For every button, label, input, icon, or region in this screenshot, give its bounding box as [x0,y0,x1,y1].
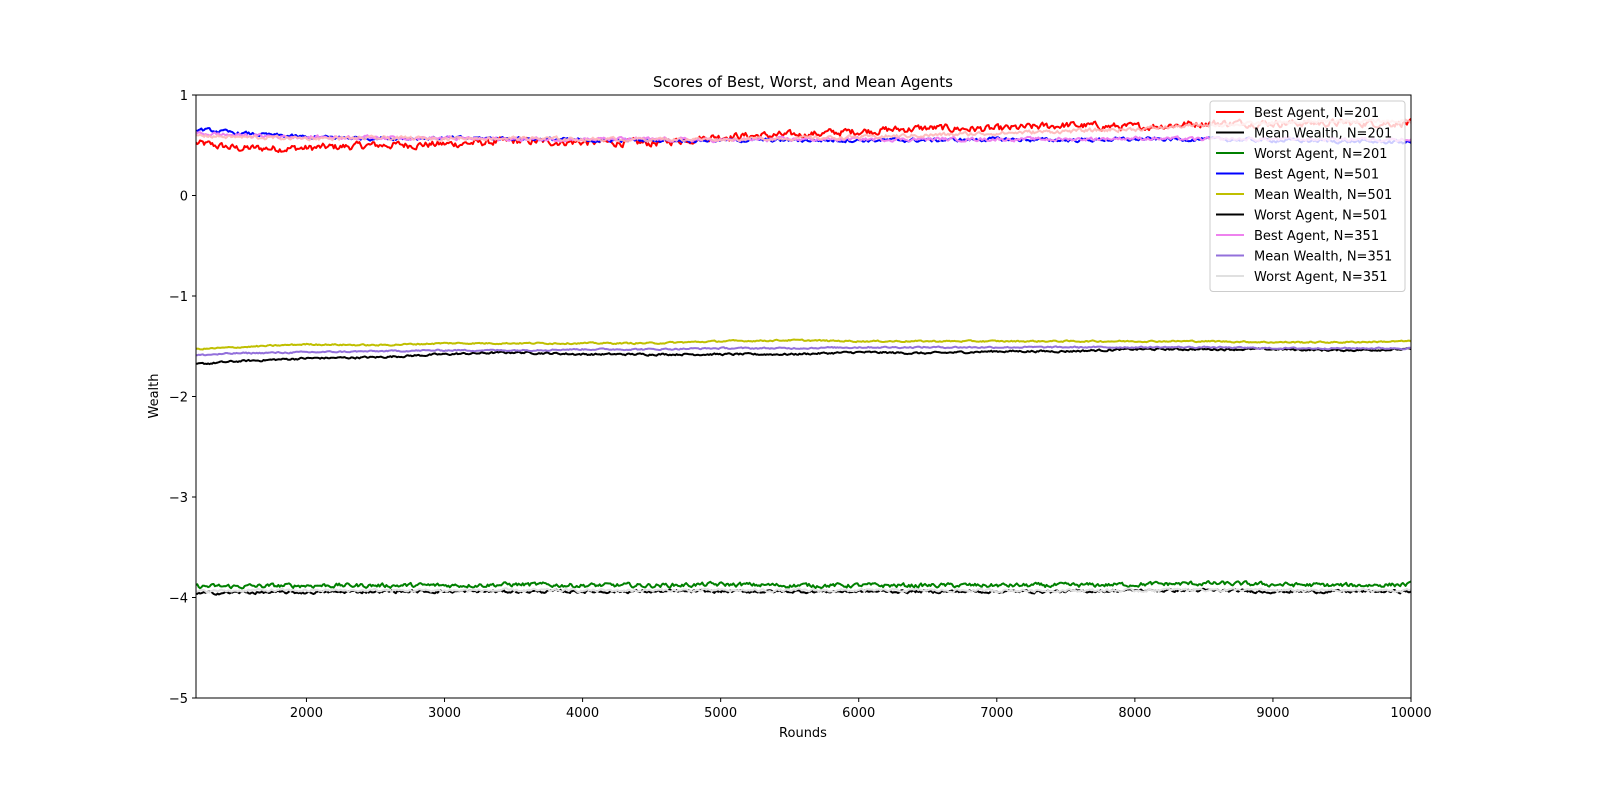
x-axis-label: Rounds [779,726,827,741]
legend-label: Mean Wealth, N=501 [1254,188,1392,203]
y-tick-label: −2 [169,391,188,406]
x-tick-label: 2000 [290,706,323,721]
legend-box [1209,100,1406,292]
series-layer [196,118,1411,596]
x-tick-label: 10000 [1390,706,1431,721]
y-tick-label: −5 [169,692,188,707]
y-tick-label: 0 [180,190,188,205]
y-tick-label: −1 [169,290,188,305]
x-tick-label: 5000 [704,706,737,721]
legend-label: Best Agent, N=501 [1254,168,1379,183]
series-line-9 [196,587,1411,594]
series-line-5 [196,338,1411,351]
y-tick-label: −4 [169,592,188,607]
legend-label: Worst Agent, N=501 [1254,209,1388,224]
x-axis-ticks: 2000 3000 4000 5000 6000 7000 8000 9000 10000 [290,698,1432,721]
legend-label: Best Agent, N=351 [1254,229,1379,244]
y-tick-label: −3 [169,491,188,506]
legend-label: Worst Agent, N=201 [1254,147,1388,162]
y-axis-ticks: 1 0 −1 −2 −3 −4 −5 [169,89,196,707]
legend: Best Agent, N=201 Mean Wealth, N=201 Worst… [1209,100,1406,292]
x-tick-label: 3000 [428,706,461,721]
series-line-overlay [196,118,1411,143]
series-line-8 [196,345,1411,357]
series-line-2 [196,347,1411,366]
x-tick-label: 8000 [1118,706,1151,721]
x-tick-label: 6000 [842,706,875,721]
series-line-3 [196,580,1411,590]
legend-label: Best Agent, N=201 [1254,106,1379,121]
chart-title: Scores of Best, Worst, and Mean Agents [653,73,953,91]
legend-label: Worst Agent, N=351 [1254,270,1388,285]
x-tick-label: 7000 [980,706,1013,721]
y-axis-label: Wealth [147,373,162,418]
legend-label: Mean Wealth, N=201 [1254,127,1392,142]
legend-label: Mean Wealth, N=351 [1254,250,1392,265]
x-tick-label: 9000 [1256,706,1289,721]
y-tick-label: 1 [180,89,188,104]
x-tick-label: 4000 [566,706,599,721]
